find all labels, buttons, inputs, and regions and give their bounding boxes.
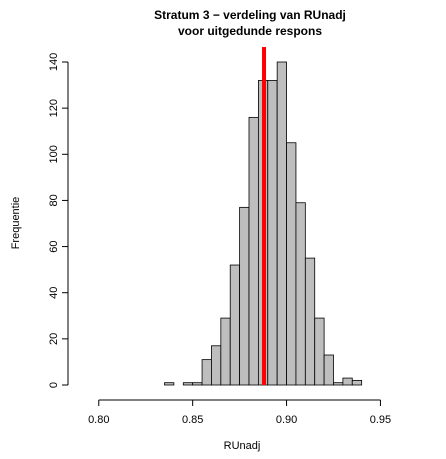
bar [267,80,278,386]
bar [342,377,353,386]
bar [333,382,344,386]
x-tick-label: 0.80 [88,414,109,426]
bar [201,359,212,386]
chart-subtitle: voor uitgedunde respons [178,24,322,38]
y-tick-label: 100 [48,145,60,163]
bar [304,257,316,386]
bar [351,379,363,386]
y-tick-label: 120 [48,99,60,117]
bar [295,202,306,386]
x-tick-label: 0.85 [182,414,203,426]
y-tick-label: 20 [48,333,60,345]
bar [182,382,194,386]
y-tick-label: 0 [48,382,60,388]
bar [220,317,231,386]
bar [164,382,175,386]
y-tick-label: 140 [48,53,60,71]
bar [248,116,259,386]
bar [323,354,334,386]
y-axis-label: Frequentie [10,197,22,250]
x-tick-label: 0.95 [370,414,391,426]
y-tick-label: 60 [48,240,60,252]
x-tick-label: 0.90 [276,414,297,426]
bar [229,264,241,386]
y-tick-label: 80 [48,194,60,206]
bar [314,317,325,386]
bar [276,61,287,386]
chart-title: Stratum 3 − verdeling van RUnadj [154,8,346,22]
y-tick-label: 40 [48,287,60,299]
bar [211,345,222,386]
bar [239,206,250,386]
bar [286,142,297,386]
bar [192,382,203,386]
x-axis-label: RUnadj [224,440,261,452]
